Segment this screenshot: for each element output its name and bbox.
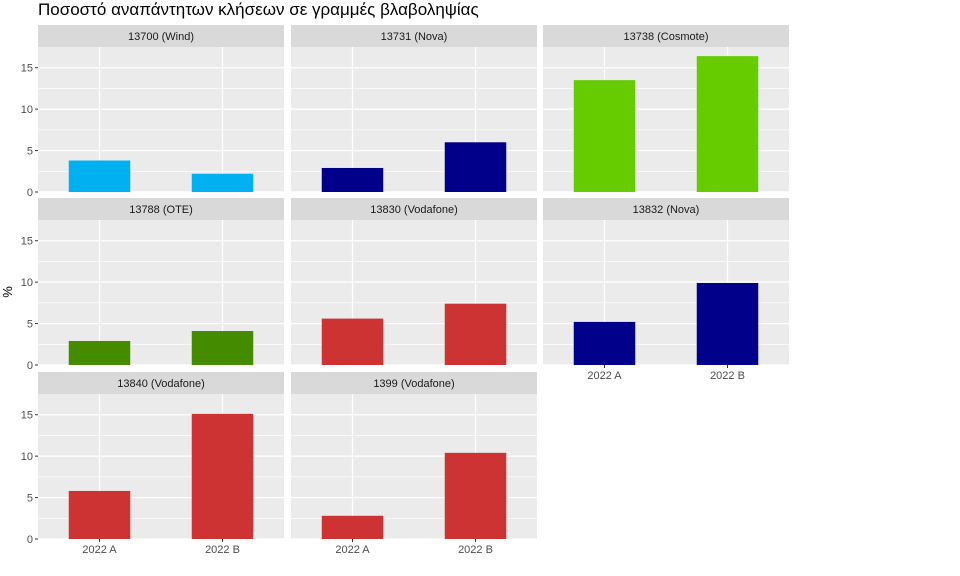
bar xyxy=(321,167,384,192)
bar xyxy=(696,282,759,365)
x-tick-label: 2022 A xyxy=(82,544,117,556)
bar xyxy=(191,331,254,365)
facet-strip xyxy=(291,25,537,47)
facet-panel: 13830 (Vodafone) xyxy=(291,198,537,366)
bar xyxy=(191,413,254,539)
bar xyxy=(68,160,131,192)
x-tick-label: 2022 A xyxy=(587,370,622,382)
facet-strip xyxy=(543,198,789,220)
y-tick-label: 10 xyxy=(21,451,33,463)
facet-strip-label: 1399 (Vodafone) xyxy=(373,378,454,390)
bar xyxy=(444,303,507,365)
facet-panel: 13700 (Wind) 0 5 10 15 xyxy=(21,25,284,199)
y-tick-label: 15 xyxy=(21,63,33,75)
facet-strip xyxy=(543,25,789,47)
facet-panel: 13832 (Nova) 2022 A 2022 B xyxy=(543,198,789,382)
facet-panel: 13788 (OTE) 0 5 10 15 xyxy=(21,198,284,372)
bar xyxy=(696,56,759,192)
x-tick-label: 2022 B xyxy=(458,544,493,556)
y-tick-label: 0 xyxy=(27,187,33,199)
y-tick-label: 5 xyxy=(27,146,33,158)
y-tick-label: 10 xyxy=(21,277,33,289)
y-tick-label: 15 xyxy=(21,410,33,422)
facet-strip xyxy=(38,198,284,220)
y-tick-label: 5 xyxy=(27,319,33,331)
x-tick-label: 2022 B xyxy=(710,370,745,382)
y-tick-label: 0 xyxy=(27,534,33,546)
facet-strip-label: 13832 (Nova) xyxy=(633,204,700,216)
facet-strip-label: 13700 (Wind) xyxy=(128,31,194,43)
facet-strip xyxy=(38,372,284,394)
facet-strip-label: 13731 (Nova) xyxy=(381,31,448,43)
y-tick-label: 5 xyxy=(27,493,33,505)
bar xyxy=(444,452,507,539)
y-tick-label: 15 xyxy=(21,236,33,248)
facet-strip-label: 13738 (Cosmote) xyxy=(624,31,709,43)
facet-strip xyxy=(291,198,537,220)
bar xyxy=(573,321,636,365)
facet-panel: 13738 (Cosmote) xyxy=(543,25,789,193)
bar xyxy=(68,340,131,365)
facet-strip xyxy=(38,25,284,47)
bar xyxy=(321,318,384,365)
y-tick-label: 0 xyxy=(27,360,33,372)
y-axis-label: % xyxy=(0,286,15,298)
chart-title: Ποσοστό αναπάντητων κλήσεων σε γραμμές β… xyxy=(38,0,479,19)
bar xyxy=(573,80,636,192)
facet-strip xyxy=(291,372,537,394)
y-tick-label: 10 xyxy=(21,104,33,116)
facet-strip-label: 13840 (Vodafone) xyxy=(117,378,204,390)
bar xyxy=(68,490,131,539)
facet-strip-label: 13788 (OTE) xyxy=(129,204,193,216)
facet-panel: 13840 (Vodafone) 0 5 10 15 2022 A 2022 B xyxy=(21,372,284,556)
x-tick-label: 2022 A xyxy=(335,544,370,556)
facet-panel: 13731 (Nova) xyxy=(291,25,537,193)
facet-panel: 1399 (Vodafone) 2022 A 2022 B xyxy=(291,372,537,556)
x-tick-label: 2022 B xyxy=(205,544,240,556)
bar xyxy=(191,173,254,192)
facet-strip-label: 13830 (Vodafone) xyxy=(370,204,457,216)
bar xyxy=(321,515,384,539)
bar xyxy=(444,142,507,192)
